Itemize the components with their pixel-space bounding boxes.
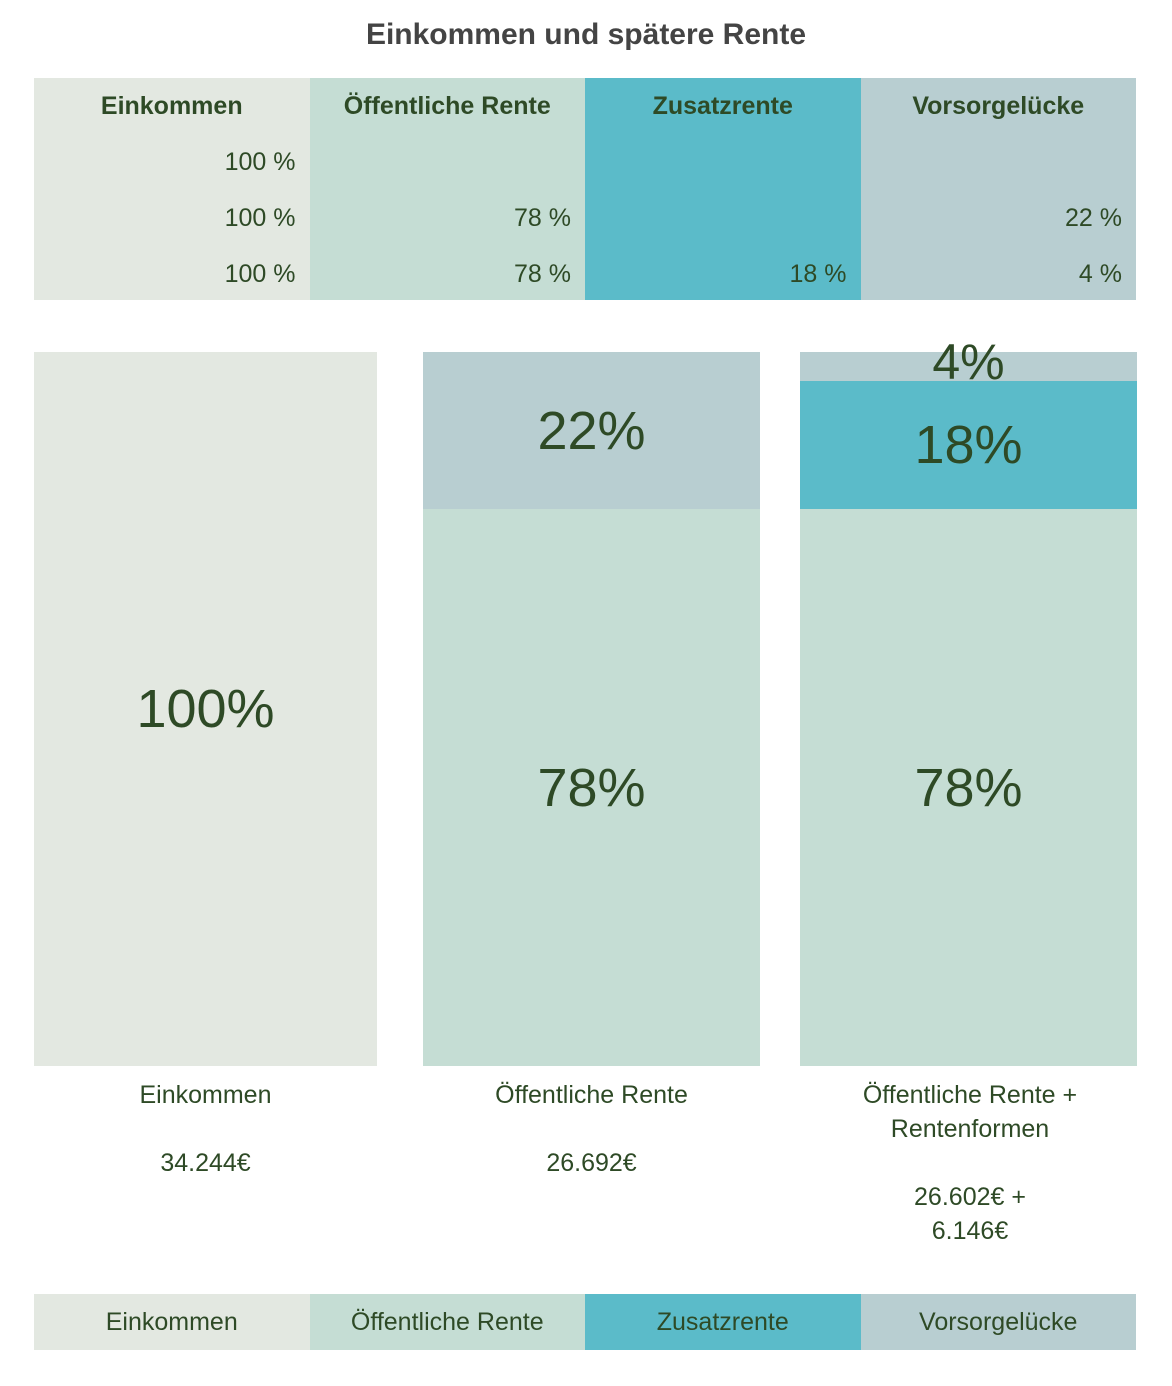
table-cell: 78 %: [514, 204, 571, 232]
table-cell: 4 %: [1078, 260, 1122, 288]
table-column-zusatzrente: Zusatzrente 18 %: [585, 78, 861, 300]
bar-stack: 78% 22%: [423, 352, 760, 1066]
table-column-einkommen: Einkommen 100 % 100 % 100 %: [34, 78, 310, 300]
table-header: Öffentliche Rente: [343, 92, 551, 120]
table-cell: 100 %: [224, 204, 296, 232]
table-header: Vorsorgelücke: [912, 92, 1085, 120]
category-label: Öffentliche Rente + Rentenformen: [862, 1081, 1078, 1143]
table-column-vorsorgeluecke: Vorsorgelücke 22 % 4 %: [860, 78, 1136, 300]
bar-segment: 78%: [800, 509, 1137, 1066]
bar-stack: 78% 18% 4%: [800, 334, 1137, 1066]
bar-value-label: 18%: [914, 414, 1023, 475]
category-amount: 26.692€: [546, 1149, 637, 1177]
bar-stack: 100%: [34, 352, 377, 1066]
bar-value-label: 78%: [914, 757, 1023, 818]
chart-title: Einkommen und spätere Rente: [365, 18, 807, 51]
legend-item-einkommen: Einkommen: [34, 1294, 310, 1350]
bar-segment: 78%: [423, 509, 760, 1066]
legend-item-vorsorgeluecke: Vorsorgelücke: [860, 1294, 1136, 1350]
table-cell: 78 %: [514, 260, 571, 288]
table-cell: 100 %: [224, 260, 296, 288]
bar-value-label: 22%: [537, 400, 646, 461]
table-cell: 18 %: [789, 260, 847, 288]
bar-label-rentenformen: Öffentliche Rente + Rentenformen 26.602€…: [830, 1078, 1110, 1248]
legend-item-zusatzrente: Zusatzrente: [585, 1294, 861, 1350]
bar-value-label: 4%: [932, 334, 1005, 391]
bar-value-label: 100%: [136, 679, 275, 739]
bar-segment: 100%: [34, 352, 377, 1066]
category-amount: 26.602€ + 6.146€: [914, 1183, 1026, 1245]
bar-segment: 4%: [800, 334, 1137, 390]
table-header: Einkommen: [100, 92, 243, 120]
table-column-oeffentliche-rente: Öffentliche Rente 78 % 78 %: [309, 78, 585, 300]
table-cell: 22 %: [1065, 204, 1122, 232]
category-amount: 34.244€: [160, 1149, 251, 1177]
percentage-table: Einkommen 100 % 100 % 100 % Öffentliche …: [34, 78, 1136, 300]
bar-label-oeffentliche-rente: Öffentliche Rente 26.692€: [423, 1078, 760, 1180]
bar-value-label: 78%: [537, 757, 646, 818]
bar-segment: 18%: [800, 380, 1137, 510]
bar-label-einkommen: Einkommen 34.244€: [34, 1078, 377, 1180]
legend: Einkommen Öffentliche Rente Zusatzrente …: [34, 1294, 1136, 1350]
table-cell: 100 %: [224, 148, 296, 176]
legend-item-oeffentliche-rente: Öffentliche Rente: [309, 1294, 585, 1350]
bar-segment: 22%: [423, 352, 760, 510]
category-label: Öffentliche Rente: [495, 1081, 688, 1109]
category-label: Einkommen: [139, 1081, 272, 1109]
table-header: Zusatzrente: [652, 92, 793, 120]
